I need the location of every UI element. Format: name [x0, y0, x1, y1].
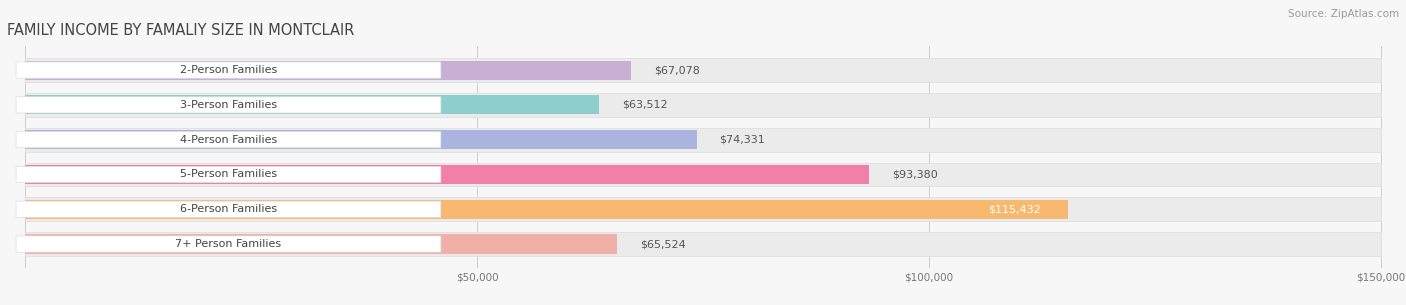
Text: $115,432: $115,432 — [988, 204, 1042, 214]
Text: 7+ Person Families: 7+ Person Families — [176, 239, 281, 249]
Text: 4-Person Families: 4-Person Families — [180, 135, 277, 145]
Text: $74,331: $74,331 — [720, 135, 765, 145]
FancyBboxPatch shape — [15, 131, 441, 148]
Bar — [25, 93, 1381, 117]
Bar — [25, 163, 1381, 186]
Bar — [25, 58, 1381, 82]
FancyBboxPatch shape — [15, 97, 441, 113]
Bar — [25, 95, 599, 114]
FancyBboxPatch shape — [15, 236, 441, 252]
Bar — [25, 200, 1069, 219]
FancyBboxPatch shape — [15, 201, 441, 217]
Text: $67,078: $67,078 — [654, 65, 700, 75]
Bar — [25, 197, 1381, 221]
Bar — [25, 60, 631, 80]
Text: FAMILY INCOME BY FAMALIY SIZE IN MONTCLAIR: FAMILY INCOME BY FAMALIY SIZE IN MONTCLA… — [7, 23, 354, 38]
Bar — [25, 130, 697, 149]
Text: 5-Person Families: 5-Person Families — [180, 170, 277, 179]
Bar — [25, 235, 617, 254]
Text: 6-Person Families: 6-Person Families — [180, 204, 277, 214]
Text: $93,380: $93,380 — [891, 170, 938, 179]
Text: 2-Person Families: 2-Person Families — [180, 65, 277, 75]
Text: 3-Person Families: 3-Person Families — [180, 100, 277, 110]
FancyBboxPatch shape — [15, 166, 441, 183]
Bar — [25, 128, 1381, 152]
Bar — [25, 232, 1381, 256]
FancyBboxPatch shape — [15, 62, 441, 78]
Bar — [25, 165, 869, 184]
Text: Source: ZipAtlas.com: Source: ZipAtlas.com — [1288, 9, 1399, 19]
Text: $63,512: $63,512 — [621, 100, 668, 110]
Text: $65,524: $65,524 — [640, 239, 686, 249]
